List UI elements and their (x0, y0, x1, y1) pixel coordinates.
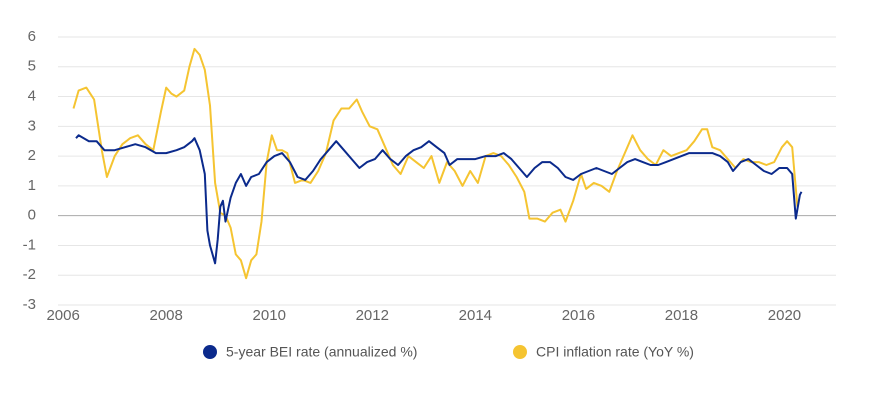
y-tick-label: 4 (28, 88, 36, 105)
x-tick-label: 2016 (562, 307, 595, 324)
x-tick-label: 2010 (253, 307, 286, 324)
y-tick-label: -2 (23, 266, 36, 283)
y-tick-label: 3 (28, 117, 36, 134)
x-tick-label: 2020 (768, 307, 801, 324)
x-tick-label: 2006 (46, 307, 79, 324)
x-tick-label: 2012 (356, 307, 389, 324)
legend-marker (203, 345, 217, 359)
series-line (75, 134, 803, 265)
y-tick-label: -1 (23, 236, 36, 253)
y-tick-label: 6 (28, 28, 36, 45)
y-tick-label: 2 (28, 147, 36, 164)
legend-label: CPI inflation rate (YoY %) (536, 344, 694, 360)
x-tick-label: 2008 (150, 307, 183, 324)
legend-marker (513, 345, 527, 359)
y-tick-label: 0 (28, 207, 36, 224)
y-tick-label: -3 (23, 296, 36, 313)
x-tick-label: 2018 (665, 307, 698, 324)
y-tick-label: 1 (28, 177, 36, 194)
legend-label: 5-year BEI rate (annualized %) (226, 344, 417, 360)
series-line (72, 47, 799, 280)
y-tick-label: 5 (28, 58, 36, 75)
x-tick-label: 2014 (459, 307, 492, 324)
